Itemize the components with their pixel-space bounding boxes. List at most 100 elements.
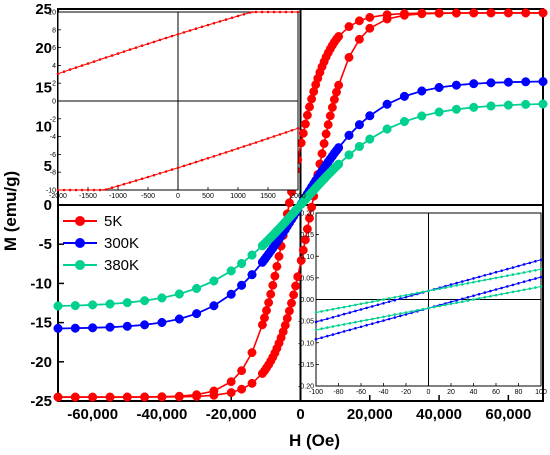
inset1-data-point [170,168,174,171]
inset2-x-tick-label: 80 [515,389,523,396]
inset2-data-point [387,300,391,304]
inset1-y-tick-label: -4 [50,134,56,141]
inset-low-field-300k-380k: -100 -80 -60 -40 -20 0 20 40 60 80 100 -0.20 -0.15 -0… [298,211,547,397]
inset1-y-tick-label: -10 [46,188,56,195]
x-axis-title: H (Oe) [289,431,340,450]
inset2-data-point [365,301,368,305]
y-tick-label: 15 [35,79,52,96]
inset2-data-point [404,293,408,297]
data-point [521,99,531,109]
inset1-data-point [68,68,72,71]
inset1-data-point [284,131,288,134]
data-point [365,111,375,121]
inset1-data-point [236,14,240,18]
data-point [140,320,150,330]
data-point [296,256,306,265]
inset1-data-point [260,139,264,142]
inset1-data-point [86,62,90,65]
inset2-x-tick-label: -60 [356,389,366,396]
inset1-data-point [152,40,156,44]
inset1-x-tick-label: 1500 [260,193,276,200]
inset1-x-tick-label: 500 [202,193,214,200]
inset1-y-tick-label: 6 [52,45,56,52]
y-tick-label: 20 [35,40,52,57]
data-point [264,298,274,308]
inset1-data-point [146,42,150,46]
inset2-data-point [331,333,335,336]
data-point [334,143,344,153]
data-point [469,8,479,18]
inset2-data-point [376,299,380,302]
data-point [247,250,257,260]
inset2-data-point [449,302,453,306]
inset2-data-point [477,292,481,296]
inset2-data-point [427,289,430,293]
inset2-data-point [326,326,329,329]
data-point [503,100,513,110]
data-point [417,86,427,96]
data-point [451,8,461,18]
inset2-data-point [320,336,323,340]
data-point [329,95,339,104]
inset1-data-point [296,10,300,14]
data-point [192,284,202,293]
inset2-data-point [500,292,503,296]
inset2-x-tick-label: -20 [401,389,411,396]
inset2-data-point [404,313,408,316]
data-point [307,202,317,212]
inset2-data-point [528,278,532,282]
data-point [226,388,236,398]
y-tick-label: 5 [44,158,52,175]
y-tick-label: 0 [44,197,52,214]
data-point [503,77,513,87]
inset2-data-point [416,309,419,312]
inset2-data-point [348,304,352,308]
inset2-data-point [410,310,413,313]
inset2-data-point [326,317,329,321]
inset2-data-point [539,258,543,262]
data-point [284,306,294,316]
inset2-data-point [489,277,492,281]
inset2-y-tick-label: 0.20 [300,211,314,218]
inset2-data-point [461,297,464,301]
inset2-data-point [534,277,537,280]
inset2-data-point [320,327,323,331]
data-point [70,392,80,402]
inset1-data-point [86,188,90,192]
inset2-data-point [393,316,397,319]
inset1-data-point [284,10,288,14]
inset2-data-point [348,328,352,332]
x-tick-label: 20,000 [347,406,393,423]
data-point [174,392,184,402]
inset2-data-point [489,272,492,276]
inset2-data-point [376,303,380,307]
x-tick-label: 0 [296,406,304,423]
data-point [122,298,132,308]
inset2-data-point [455,284,458,287]
inset1-data-point [98,188,102,192]
inset1-data-point [110,54,114,57]
inset2-y-tick-label: -0.10 [298,340,314,347]
inset2-data-point [326,309,329,312]
inset2-y-tick-label: 0.00 [300,297,314,304]
inset2-x-tick-label: -80 [333,389,343,396]
inset1-data-point [278,133,282,136]
inset1-data-point [206,23,210,27]
inset1-data-point [56,188,60,192]
data-point [140,296,150,306]
y-tick-label: 10 [35,119,52,136]
data-point [105,392,115,402]
inset2-data-point [506,285,509,288]
inset2-data-point [483,274,487,277]
data-point [417,9,427,19]
inset2-data-point [342,305,346,309]
inset1-data-point [74,66,78,69]
legend-item-300K: 300K [63,235,139,252]
inset1-data-point [290,10,294,14]
inset1-data-point [104,56,108,59]
legend-label: 300K [104,235,139,252]
x-tick-label: 60,000 [485,406,531,423]
inset2-data-point [477,297,481,300]
inset2-data-point [337,306,340,310]
data-point [70,301,80,311]
